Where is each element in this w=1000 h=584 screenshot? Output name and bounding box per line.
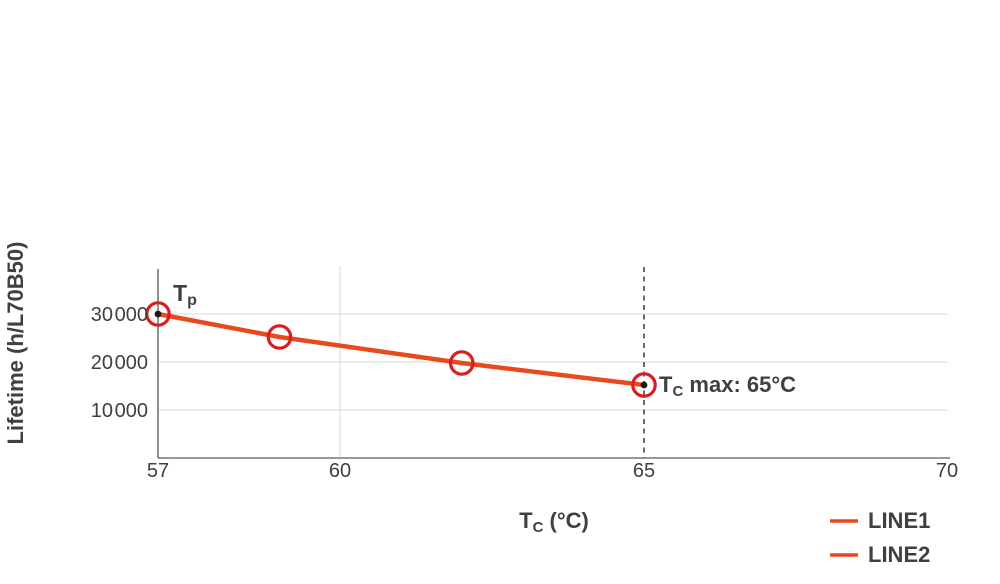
svg-text:60: 60 — [329, 460, 351, 482]
svg-text:70: 70 — [936, 460, 958, 482]
svg-text:10 000: 10 000 — [91, 400, 148, 422]
svg-text:57: 57 — [147, 460, 169, 482]
svg-text:Lifetime (h/L70B50): Lifetime (h/L70B50) — [3, 242, 28, 445]
svg-text:LINE2: LINE2 — [868, 542, 930, 567]
svg-text:20 000: 20 000 — [91, 352, 148, 374]
svg-text:TC max: 65°C: TC max: 65°C — [659, 372, 796, 400]
svg-text:TC (°C): TC (°C) — [519, 508, 589, 536]
svg-text:LINE1: LINE1 — [868, 508, 930, 533]
svg-text:65: 65 — [633, 460, 655, 482]
svg-text:30 000: 30 000 — [91, 304, 148, 326]
svg-text:Tp: Tp — [173, 280, 197, 309]
